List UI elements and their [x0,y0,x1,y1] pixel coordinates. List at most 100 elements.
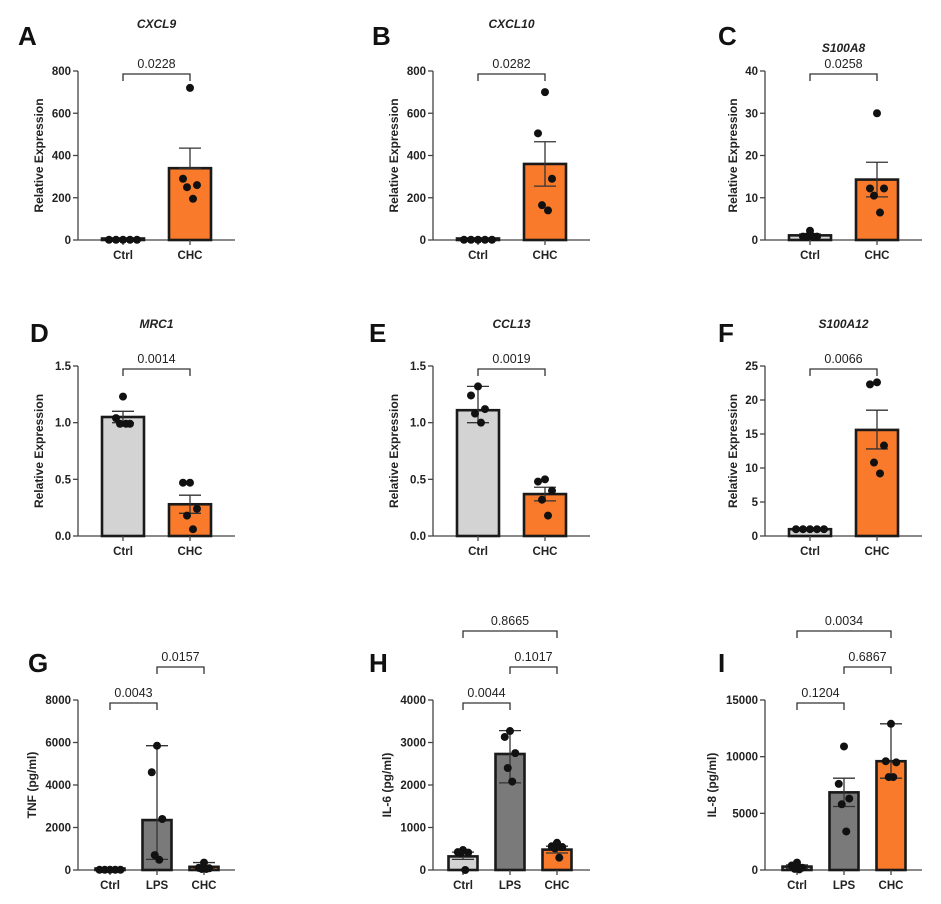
y-tick-label: 15 [745,429,758,441]
data-point [538,201,546,210]
y-tick-label: 6000 [45,738,71,750]
data-point [122,419,130,428]
data-point [189,525,197,534]
data-point [467,235,475,244]
x-category-label: CHC [533,250,558,262]
y-axis-label: IL-8 (pg/ml) [705,753,719,818]
x-category-label: Ctrl [800,250,820,262]
data-point [112,414,120,423]
p-value-label: 0.0043 [114,686,152,700]
x-category-label: CHC [178,250,203,262]
p-value-label: 0.1017 [514,650,552,664]
data-point [126,235,134,244]
panel-letter: A [18,21,37,51]
bar-ctrl [455,408,501,538]
x-category-label: Ctrl [453,880,473,892]
data-point [534,477,542,486]
y-tick-label: 0 [752,865,758,877]
bracket-line [809,368,878,376]
data-point [474,382,482,391]
data-point [809,232,817,241]
data-point [792,525,800,534]
bracket-line [796,702,845,710]
data-point [873,378,881,387]
y-tick-label: 0 [65,235,71,247]
data-point [193,504,201,513]
x-category-label: CHC [178,546,203,558]
y-axis-label: TNF (pg/ml) [25,752,39,819]
data-point [876,208,884,217]
data-point [881,757,890,766]
significance-bracket: 0.1204 [796,686,845,710]
bracket-line [843,666,892,674]
y-tick-label: 800 [52,66,71,78]
data-point [112,235,120,244]
y-tick-label: 25 [745,361,758,373]
data-point [544,511,552,520]
data-point [500,732,509,741]
panel-g: G 0 2000 4000 6000 8000 TNF (pg/ml) Ctrl LPS CHC 0… [25,648,235,892]
data-point [892,758,901,767]
data-point [806,226,814,235]
data-point [803,232,811,241]
data-point [481,405,489,414]
bracket-line [122,73,191,81]
data-point [133,235,141,244]
data-point [548,486,556,495]
x-category-label: Ctrl [100,880,120,892]
x-category-label: CHC [879,880,904,892]
data-point [870,458,878,467]
y-tick-label: 1.0 [410,418,426,430]
data-point [550,844,559,853]
panel-c: C S100A8 0 10 20 30 40 Relative Expression Ctrl C… [718,21,922,262]
y-tick-label: 20 [745,395,758,407]
data-point [887,719,895,728]
x-category-label: CHC [865,250,890,262]
p-value-label: 0.0157 [161,650,199,664]
y-tick-label: 10000 [726,752,758,764]
y-tick-label: 3000 [400,738,426,750]
data-point [534,129,542,138]
significance-bracket: 0.0014 [122,352,191,376]
y-tick-label: 10 [745,193,758,205]
y-tick-label: 4000 [400,695,426,707]
data-point [880,441,888,450]
x-category-label: Ctrl [113,546,133,558]
data-point [460,235,468,244]
bracket-line [796,630,892,638]
y-tick-label: 1.5 [410,361,427,373]
data-point [806,525,814,534]
panel-letter: E [369,318,386,348]
data-point [813,525,821,534]
bracket-line [122,368,191,376]
chart-title: S100A8 [822,41,866,55]
panel-letter: F [718,318,734,348]
bracket-line [109,702,158,710]
x-category-label: Ctrl [800,546,820,558]
panel-letter: I [718,648,725,678]
data-point [147,768,156,777]
bracket-line [156,666,205,674]
data-point [837,800,846,809]
y-tick-label: 0 [420,865,426,877]
data-point [105,235,113,244]
data-point [866,380,874,389]
data-point [558,843,567,852]
p-value-label: 0.0044 [467,686,505,700]
data-point [183,183,191,192]
y-tick-label: 0.5 [410,474,427,486]
significance-bracket: 0.0044 [462,686,511,710]
y-axis-label: IL-6 (pg/ml) [380,753,394,818]
data-point [464,848,473,857]
y-tick-label: 0.0 [410,531,426,543]
data-point [456,849,465,858]
y-tick-label: 600 [52,108,71,120]
data-point [186,478,194,487]
data-point [820,525,828,534]
data-point [481,235,489,244]
data-point [471,409,479,418]
data-point [200,858,208,867]
y-tick-label: 30 [745,108,758,120]
bar-ctrl [100,415,146,538]
x-category-label: CHC [865,546,890,558]
